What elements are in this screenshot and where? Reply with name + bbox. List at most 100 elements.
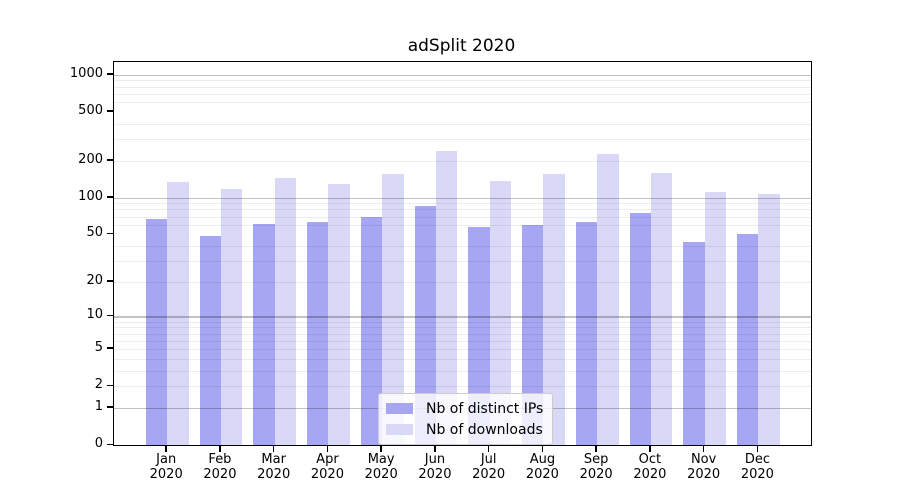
- bar-nb-of-downloads-jun: [435, 150, 458, 445]
- x-tick-mark-sep: [595, 446, 597, 452]
- minor-gridline-600: [114, 102, 811, 104]
- minor-gridline-90: [114, 203, 811, 205]
- bar-nb-of-distinct-ips-jan: [145, 218, 168, 445]
- x-tick-mark-dec: [756, 446, 759, 452]
- minor-gridline-6: [114, 340, 811, 342]
- x-tick-mark-apr: [326, 446, 329, 452]
- legend-row-distinct-ips: Nb of distinct IPs: [386, 399, 543, 418]
- y-tick-mark-5: [107, 347, 113, 349]
- minor-gridline-40: [114, 245, 811, 247]
- bar-nb-of-distinct-ips-dec: [736, 234, 759, 445]
- minor-gridline-80: [114, 209, 811, 211]
- x-tick-mark-mar: [272, 446, 275, 452]
- bar-nb-of-downloads-may: [382, 174, 404, 445]
- minor-gridline-60: [114, 224, 811, 226]
- legend-label-downloads: Nb of downloads: [426, 421, 543, 438]
- x-tick-label-jul: Jul 2020: [472, 452, 506, 482]
- chart-title: adSplit 2020: [407, 36, 516, 56]
- bar-nb-of-downloads-apr: [328, 183, 350, 445]
- bar-nb-of-downloads-aug: [543, 174, 565, 445]
- minor-gridline-200: [114, 160, 811, 162]
- bar-nb-of-distinct-ips-nov: [683, 242, 705, 445]
- y-tick-mark-10: [107, 314, 113, 317]
- x-tick-mark-feb: [219, 446, 221, 452]
- bar-nb-of-distinct-ips-mar: [253, 223, 275, 445]
- y-tick-label-50: 50: [86, 225, 103, 241]
- bar-nb-of-downloads-sep: [597, 153, 619, 445]
- x-tick-label-feb: Feb 2020: [203, 452, 237, 482]
- y-tick-mark-200: [107, 159, 113, 161]
- minor-gridline-7: [114, 333, 811, 335]
- minor-gridline-30: [114, 260, 811, 262]
- x-tick-label-oct: Oct 2020: [633, 452, 667, 482]
- minor-gridline-800: [114, 86, 811, 88]
- minor-gridline-2: [114, 386, 811, 388]
- plot-area: [113, 61, 812, 446]
- bar-nb-of-downloads-jul: [489, 180, 512, 445]
- x-tick-mark-nov: [702, 446, 705, 452]
- bar-nb-of-distinct-ips-jun: [414, 206, 436, 445]
- minor-gridline-9: [114, 321, 811, 323]
- major-gridline-100: [114, 197, 811, 199]
- y-tick-mark-100: [107, 196, 113, 198]
- y-tick-label-5: 5: [94, 339, 103, 355]
- major-gridline-10: [114, 316, 811, 318]
- y-tick-mark-50: [107, 232, 113, 235]
- bar-nb-of-distinct-ips-aug: [522, 224, 544, 445]
- x-tick-label-sep: Sep 2020: [579, 452, 613, 482]
- minor-gridline-400: [114, 123, 811, 125]
- y-tick-label-1000: 1000: [69, 65, 103, 81]
- x-tick-mark-jul: [487, 446, 490, 452]
- major-gridline-1000: [114, 74, 811, 76]
- x-tick-label-aug: Aug 2020: [525, 452, 559, 482]
- minor-gridline-900: [114, 80, 811, 82]
- x-tick-mark-aug: [541, 446, 544, 452]
- y-tick-mark-0: [107, 443, 113, 445]
- bar-nb-of-downloads-dec: [758, 194, 780, 445]
- legend-swatch-downloads: [386, 424, 413, 435]
- minor-gridline-4: [114, 358, 811, 360]
- x-tick-label-mar: Mar 2020: [257, 452, 291, 482]
- legend-label-distinct-ips: Nb of distinct IPs: [426, 400, 544, 417]
- x-tick-label-jun: Jun 2020: [418, 452, 452, 482]
- legend-row-downloads: Nb of downloads: [386, 420, 543, 439]
- x-tick-label-may: May 2020: [364, 452, 398, 482]
- x-tick-label-dec: Dec 2020: [740, 452, 774, 482]
- bar-nb-of-distinct-ips-may: [360, 216, 383, 445]
- x-tick-mark-jan: [165, 446, 167, 452]
- y-tick-label-200: 200: [78, 151, 103, 167]
- y-tick-mark-1: [107, 406, 113, 408]
- y-tick-label-20: 20: [86, 272, 103, 288]
- y-tick-mark-1000: [107, 73, 113, 75]
- x-tick-label-apr: Apr 2020: [310, 452, 344, 482]
- x-tick-mark-jun: [434, 446, 436, 452]
- y-tick-mark-2: [107, 384, 113, 387]
- x-tick-label-nov: Nov 2020: [687, 452, 721, 482]
- y-tick-label-2: 2: [94, 377, 103, 393]
- minor-gridline-700: [114, 93, 811, 95]
- bar-nb-of-downloads-mar: [274, 177, 297, 445]
- x-tick-label-jan: Jan 2020: [149, 452, 183, 482]
- x-tick-mark-may: [380, 446, 382, 452]
- minor-gridline-70: [114, 216, 811, 218]
- minor-gridline-3: [114, 370, 811, 372]
- bar-nb-of-distinct-ips-feb: [199, 236, 221, 445]
- bar-nb-of-distinct-ips-sep: [575, 222, 598, 445]
- y-tick-label-100: 100: [78, 188, 103, 204]
- minor-gridline-20: [114, 281, 811, 283]
- bar-nb-of-distinct-ips-apr: [307, 222, 329, 445]
- legend-swatch-distinct-ips: [386, 403, 413, 414]
- y-tick-label-0: 0: [94, 436, 103, 451]
- x-tick-mark-oct: [649, 446, 651, 452]
- bar-nb-of-downloads-jan: [167, 182, 189, 445]
- minor-gridline-8: [114, 327, 811, 329]
- minor-gridline-300: [114, 139, 811, 141]
- y-tick-mark-500: [107, 110, 113, 112]
- bar-nb-of-downloads-feb: [220, 188, 243, 445]
- bar-nb-of-downloads-oct: [650, 173, 673, 445]
- bar-nb-of-distinct-ips-jul: [468, 227, 490, 445]
- y-tick-mark-20: [107, 280, 113, 282]
- y-tick-label-1: 1: [94, 398, 103, 414]
- bar-nb-of-downloads-nov: [704, 192, 727, 445]
